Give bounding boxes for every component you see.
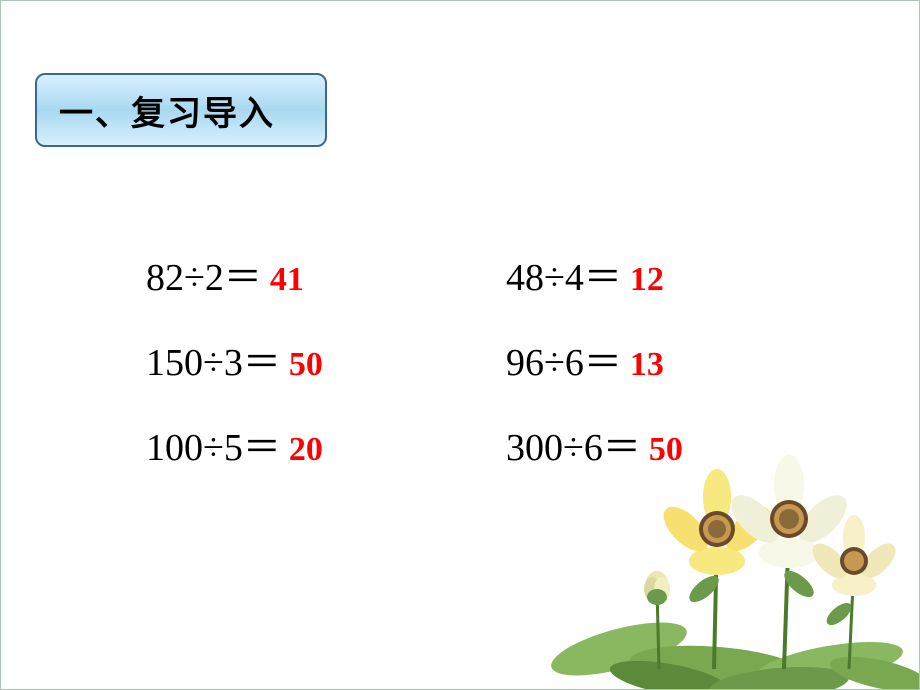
equation-expression: 48÷4＝ bbox=[506, 246, 622, 301]
equation-row-2: 150÷3＝ 50 96÷6＝ 13 bbox=[146, 331, 776, 386]
equation-expression: 82÷2＝ bbox=[146, 246, 262, 301]
equation-row-1: 82÷2＝ 41 48÷4＝ 12 bbox=[146, 246, 776, 301]
equation-expression: 96÷6＝ bbox=[506, 331, 622, 386]
equation-1-right: 48÷4＝ 12 bbox=[506, 246, 776, 301]
equation-answer: 41 bbox=[270, 261, 304, 299]
flower-decoration bbox=[539, 389, 919, 689]
equation-answer: 12 bbox=[630, 261, 664, 299]
equation-2-right: 96÷6＝ 13 bbox=[506, 331, 776, 386]
equation-expression: 150÷3＝ bbox=[146, 331, 281, 386]
equation-1-left: 82÷2＝ 41 bbox=[146, 246, 506, 301]
equation-answer: 20 bbox=[289, 431, 323, 469]
slide: 一、复习导入 82÷2＝ 41 48÷4＝ 12 150÷3＝ 50 96÷6＝… bbox=[0, 0, 920, 690]
equation-2-left: 150÷3＝ 50 bbox=[146, 331, 506, 386]
equation-3-left: 100÷5＝ 20 bbox=[146, 416, 506, 471]
section-header-box: 一、复习导入 bbox=[35, 73, 327, 147]
equation-answer: 13 bbox=[630, 346, 664, 384]
equation-expression: 100÷5＝ bbox=[146, 416, 281, 471]
section-title: 一、复习导入 bbox=[59, 86, 275, 135]
equation-answer: 50 bbox=[289, 346, 323, 384]
